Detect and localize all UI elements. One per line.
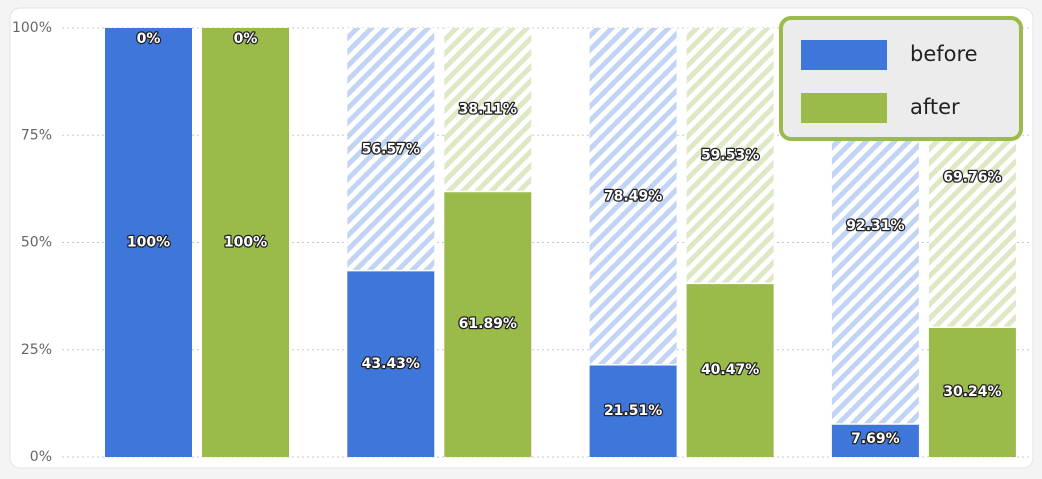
bar-rest-label: 56.57% [362,141,420,157]
bar [105,28,192,457]
bar-rest [444,28,532,192]
bar-rest-label: 0% [137,31,161,47]
bar-value-label: 100% [127,235,170,251]
bar [202,28,289,457]
bar-rest-label: 69.76% [943,170,1001,186]
bar-value-label: 7.69% [851,431,900,447]
bar-rest [686,28,774,284]
y-tick-label: 75% [21,127,52,143]
bar [347,270,435,457]
legend-swatch [801,93,887,123]
bar [686,283,774,457]
legend-label: before [910,42,978,66]
bar-value-label: 100% [224,235,267,251]
y-tick-label: 0% [30,449,52,465]
bar-rest-label: 78.49% [604,188,662,204]
bar-rest-label: 59.53% [701,148,759,164]
legend: before after [779,16,1023,141]
bar-value-label: 61.89% [459,316,517,332]
bar [444,191,532,458]
y-tick-label: 50% [21,235,52,251]
legend-swatch [801,40,887,70]
bar [928,327,1016,457]
bar [589,364,677,457]
bar [831,424,919,457]
y-tick-label: 100% [12,20,52,36]
bar-value-label: 40.47% [701,362,759,378]
bar-value-label: 30.24% [943,384,1001,400]
bar-rest [347,28,435,271]
bar-rest-label: 92.31% [846,218,904,234]
bar-rest-label: 0% [234,31,258,47]
y-tick-label: 25% [21,342,52,358]
bar-rest-label: 38.11% [459,102,517,118]
legend-label: after [910,95,960,119]
bar-value-label: 43.43% [362,356,420,372]
bar-value-label: 21.51% [604,403,662,419]
bar-rest [589,28,677,365]
